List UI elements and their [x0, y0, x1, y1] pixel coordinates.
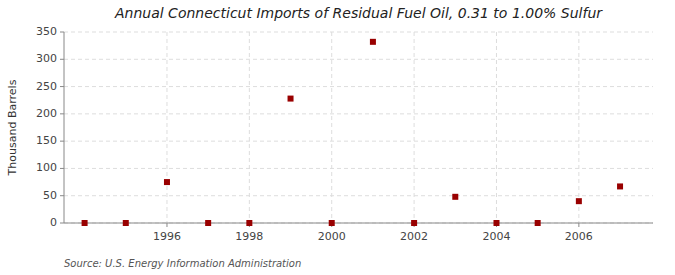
point	[617, 183, 623, 189]
grid-line	[64, 113, 653, 114]
grid-line	[64, 168, 653, 169]
chart: 0 50 100 150 200 250 300 350 1996 1998 2000 2002 200…	[0, 0, 675, 275]
point	[370, 39, 376, 45]
point	[164, 179, 170, 185]
grid-line	[64, 141, 653, 142]
grid-line	[64, 32, 653, 33]
grid-line	[249, 32, 250, 223]
points	[82, 39, 623, 226]
point	[329, 220, 335, 226]
tick-mark	[60, 195, 64, 196]
point	[411, 220, 417, 226]
point	[576, 198, 582, 204]
x-tick-label: 1996	[153, 230, 181, 243]
x-tick-label: 1998	[235, 230, 263, 243]
x-tick-label: 2000	[318, 230, 346, 243]
point	[246, 220, 252, 226]
grid	[64, 32, 653, 223]
grid-line	[64, 195, 653, 196]
grid-line	[64, 86, 653, 87]
tick-mark	[60, 86, 64, 87]
grid-line	[414, 32, 415, 223]
point	[288, 96, 294, 102]
tick-mark	[578, 223, 579, 227]
tick-mark	[60, 223, 64, 224]
point	[205, 220, 211, 226]
point	[123, 220, 129, 226]
y-tick-label: 0	[50, 216, 57, 229]
y-tick-label: 250	[36, 80, 57, 93]
y-axis-label: Thousand Barrels	[6, 79, 19, 176]
point	[82, 220, 88, 226]
x-axis-line	[64, 223, 653, 224]
ticks: 0 50 100 150 200 250 300 350 1996 1998 2000 2002 200…	[36, 25, 593, 243]
tick-mark	[60, 113, 64, 114]
y-tick-label: 150	[36, 134, 57, 147]
grid-line	[496, 32, 497, 223]
y-tick-label: 100	[36, 161, 57, 174]
tick-mark	[60, 59, 64, 60]
point	[452, 194, 458, 200]
grid-line	[578, 32, 579, 223]
source-note: Source: U.S. Energy Information Administ…	[64, 258, 301, 269]
x-tick-label: 2006	[565, 230, 593, 243]
grid-line	[331, 32, 332, 223]
y-tick-label: 200	[36, 107, 57, 120]
x-tick-label: 2002	[400, 230, 428, 243]
y-axis-line	[64, 32, 65, 223]
tick-mark	[166, 223, 167, 227]
y-tick-label: 350	[36, 25, 57, 38]
title: Annual Connecticut Imports of Residual F…	[114, 5, 603, 21]
tick-mark	[60, 32, 64, 33]
x-tick-label: 2004	[482, 230, 510, 243]
y-tick-label: 300	[36, 52, 57, 65]
grid-line	[166, 32, 167, 223]
point	[535, 220, 541, 226]
tick-mark	[60, 141, 64, 142]
point	[493, 220, 499, 226]
tick-mark	[60, 168, 64, 169]
grid-line	[64, 59, 653, 60]
grid-line	[64, 223, 653, 224]
y-tick-label: 50	[43, 189, 57, 202]
